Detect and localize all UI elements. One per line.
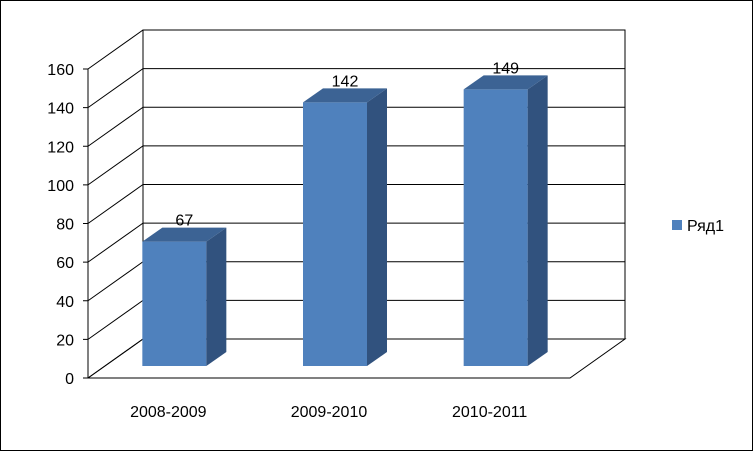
data-label: 149 [492,60,519,77]
data-labels: 67 142 149 [175,60,519,229]
y-tick-label: 40 [56,294,74,311]
bars [142,75,548,366]
x-axis-category-labels: 2008-2009 2009-2010 2010-2011 [130,404,527,421]
bar-side [367,88,387,366]
legend-swatch [672,220,682,230]
legend: Ряд1 [672,218,724,235]
y-tick-label: 140 [47,101,74,118]
y-tick-label: 20 [56,332,74,349]
axes [83,68,570,379]
gridline [87,68,625,109]
bar-side [527,75,548,366]
data-label: 142 [332,73,359,90]
y-tick-label: 80 [56,217,74,234]
x-category-label: 2008-2009 [130,404,207,421]
bar-top [463,75,548,90]
data-label: 67 [175,213,193,230]
gridline [87,29,625,70]
x-category-label: 2010-2011 [452,404,527,421]
bar-top [303,88,387,103]
legend-label: Ряд1 [687,218,724,235]
bar-front [142,241,207,366]
bar-front [463,89,528,366]
bar-side [206,227,227,366]
x-category-label: 2009-2010 [291,404,368,421]
y-tick-label: 160 [47,62,74,79]
y-tick-label: 0 [65,371,74,388]
y-tick-label: 120 [47,139,74,156]
y-axis-tick-labels: 0 20 40 60 80 100 120 140 160 [47,62,74,388]
y-tick-label: 100 [47,178,74,195]
bar-front [303,102,367,366]
y-tick-label: 60 [56,255,74,272]
bar-top [142,227,227,242]
